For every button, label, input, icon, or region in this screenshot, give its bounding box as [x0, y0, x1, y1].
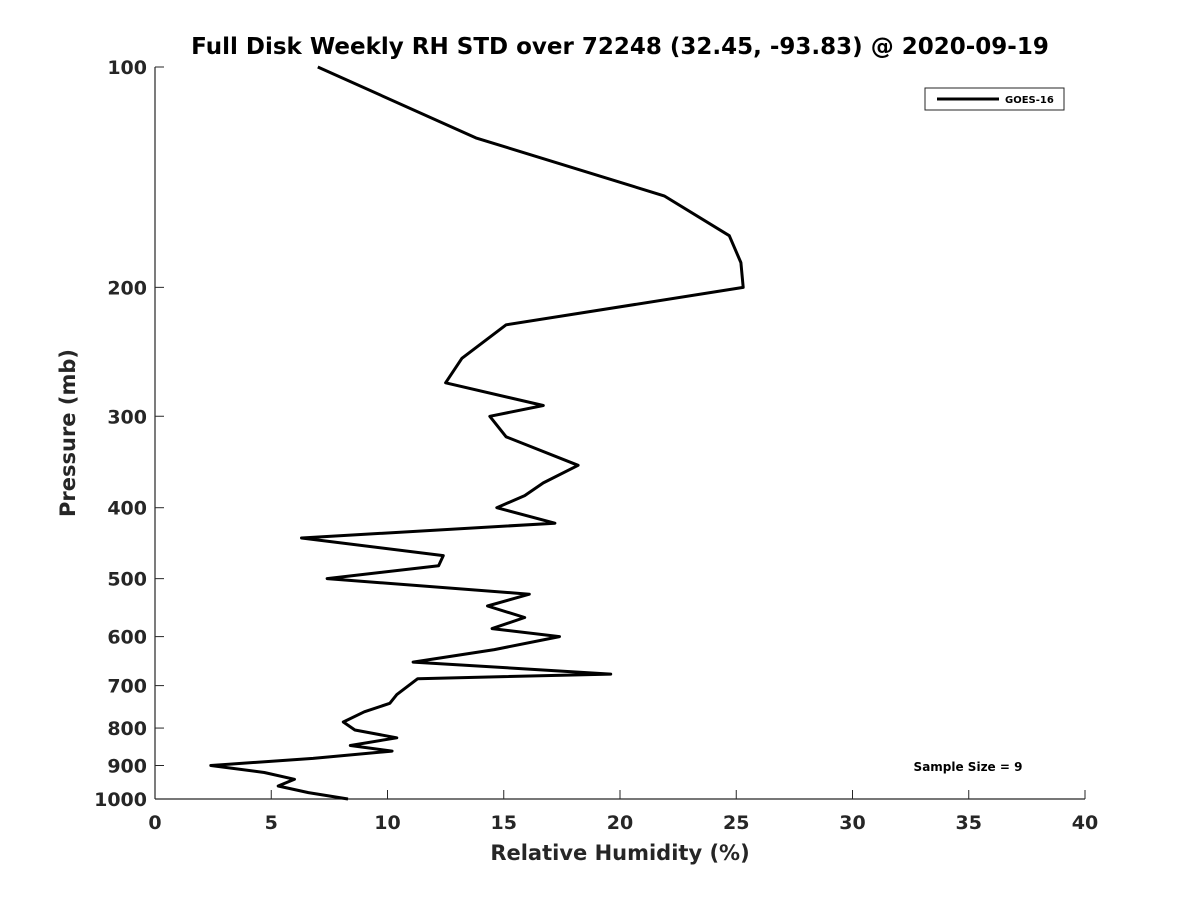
- x-tick-label: 10: [374, 812, 400, 834]
- y-tick-label: 300: [107, 406, 147, 428]
- x-tick-label: 30: [839, 812, 865, 834]
- series-layer: [209, 65, 745, 801]
- y-tick-label: 400: [107, 498, 147, 520]
- y-tick-label: 200: [107, 277, 147, 299]
- x-axis-title: Relative Humidity (%): [490, 841, 749, 865]
- y-tick-label: 500: [107, 569, 147, 591]
- y-tick-label: 700: [107, 676, 147, 698]
- y-tick-label: 1000: [94, 789, 147, 811]
- x-tick-label: 25: [723, 812, 749, 834]
- y-tick-label: 900: [107, 756, 147, 778]
- chart-title: Full Disk Weekly RH STD over 72248 (32.4…: [191, 34, 1049, 60]
- legend-label: GOES-16: [1005, 95, 1054, 106]
- series-line-goes-16: [209, 65, 745, 801]
- y-axis-ticks: 100 200 300 400 500 600 700 800 900 1000: [94, 57, 164, 811]
- y-axis-title: Pressure (mb): [56, 349, 80, 517]
- legend: GOES-16: [924, 87, 1065, 111]
- x-tick-label: 35: [956, 812, 982, 834]
- x-tick-label: 5: [265, 812, 278, 834]
- x-tick-label: 40: [1072, 812, 1098, 834]
- x-tick-label: 0: [148, 812, 161, 834]
- x-tick-label: 20: [607, 812, 633, 834]
- y-tick-label: 600: [107, 627, 147, 649]
- y-tick-label: 100: [107, 57, 147, 79]
- sample-size-annotation: Sample Size = 9: [914, 760, 1023, 774]
- y-tick-label: 800: [107, 718, 147, 740]
- x-axis-ticks: 0 5 10 15 20 25 30 35 40: [148, 790, 1098, 834]
- x-tick-label: 15: [491, 812, 517, 834]
